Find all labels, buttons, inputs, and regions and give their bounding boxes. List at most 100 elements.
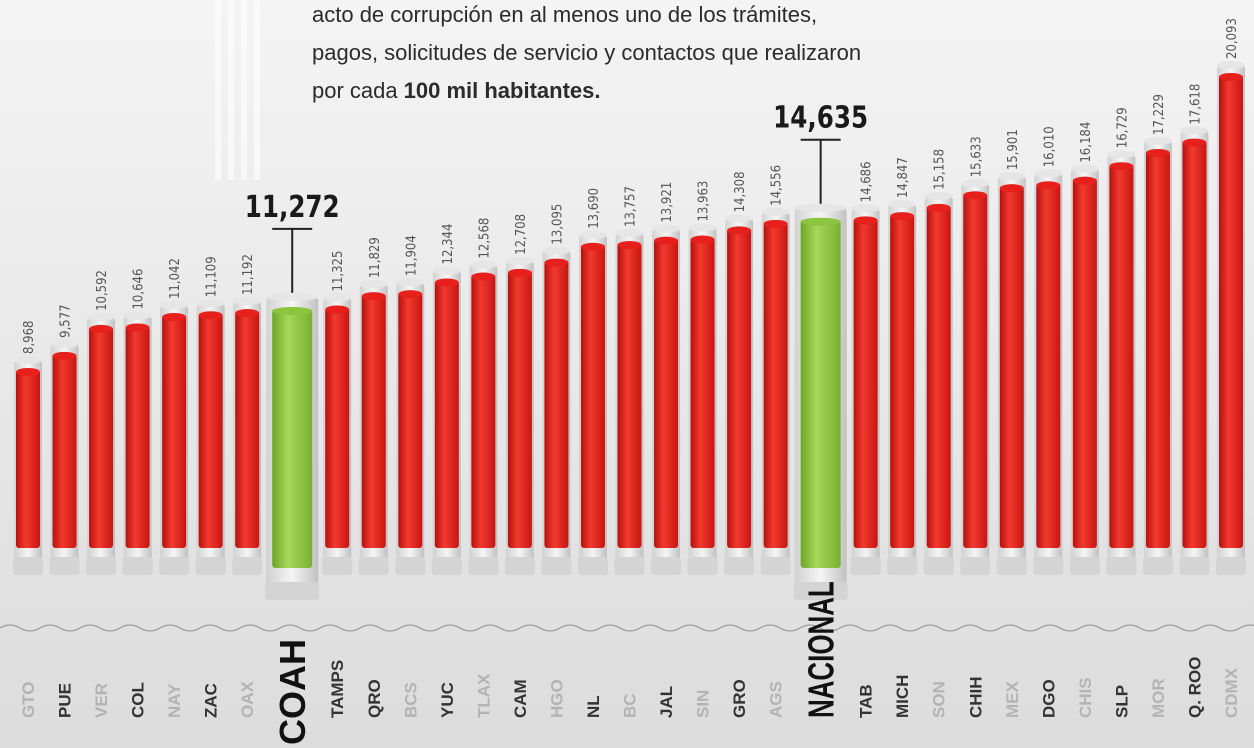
bar [853, 218, 878, 548]
subtitle-line: por cada 100 mil habitantes. [312, 78, 600, 103]
tube-base [724, 557, 755, 575]
bar-top [1145, 148, 1170, 157]
category-label: VER [92, 683, 111, 718]
value-label: 10,592 [95, 270, 110, 311]
category-label: ZAC [202, 683, 221, 718]
bar [1072, 178, 1097, 548]
value-label: 15,633 [969, 136, 984, 177]
tube-cap [652, 224, 681, 233]
tube-base [13, 557, 43, 575]
tube-base [760, 557, 791, 575]
tube-cap [505, 256, 534, 265]
bar-top [162, 313, 187, 322]
bar-top [727, 226, 752, 235]
category-label: BCS [401, 682, 420, 718]
wavy-divider [0, 624, 1254, 632]
tube-base [395, 557, 426, 575]
category-label: CAM [511, 679, 530, 718]
value-label: 11,325 [331, 251, 346, 292]
category-label: NL [584, 695, 603, 718]
tube-base [1142, 557, 1173, 575]
bar [198, 313, 223, 548]
category-label: HGO [547, 679, 566, 718]
category-label: Q. ROO [1185, 657, 1204, 718]
category-label: GRO [730, 679, 749, 718]
tube-cap [1034, 169, 1063, 178]
bar [580, 244, 605, 548]
subtitle-line: pagos, solicitudes de servicio y contact… [312, 40, 861, 65]
bar-top [654, 236, 679, 245]
bar [963, 193, 988, 548]
tube-cap [469, 260, 498, 269]
category-label: CHIH [966, 676, 985, 718]
category-label: TAB [857, 684, 876, 718]
value-label: 11,272 [245, 191, 340, 225]
tube-cap [323, 293, 352, 302]
tube-cap [1143, 136, 1172, 145]
tube-base [49, 557, 80, 575]
bar-top [325, 305, 350, 314]
bar [434, 280, 459, 548]
subtitle-text: por cada [312, 78, 398, 103]
tube-cap [761, 207, 790, 216]
tube-cap [50, 339, 79, 348]
bar-top [1036, 181, 1061, 190]
category-label: MEX [1003, 681, 1022, 719]
bar-top [963, 191, 988, 200]
category-label: SON [930, 681, 949, 718]
category-label: JAL [657, 686, 676, 718]
tube-cap [997, 172, 1026, 181]
category-label: MOR [1149, 678, 1168, 718]
bar [617, 243, 642, 548]
bar [727, 228, 752, 548]
tube-cap [1107, 150, 1136, 159]
category-label: PUE [56, 683, 75, 718]
bar [890, 214, 915, 548]
bar-top [617, 241, 642, 250]
tube-base [195, 557, 226, 575]
tube-base [1069, 557, 1100, 575]
bar-top [471, 272, 496, 281]
bar-top [361, 292, 386, 301]
bar [1145, 150, 1170, 548]
bar [1182, 140, 1207, 548]
value-label: 15,158 [933, 149, 948, 190]
bar-top [1182, 138, 1207, 147]
bar-top [272, 306, 313, 315]
bar [125, 325, 150, 548]
bar [999, 186, 1024, 549]
tube-cap [396, 278, 425, 287]
bar-top [16, 368, 40, 376]
tube-base [1033, 557, 1064, 575]
bar-top [507, 268, 532, 277]
tube-cap [266, 292, 319, 301]
bar-top [926, 203, 951, 212]
bar [1219, 75, 1243, 548]
value-label: 15,901 [1006, 129, 1021, 170]
tube-cap [87, 312, 116, 321]
tube-base [358, 557, 389, 575]
bar-top [434, 278, 459, 287]
value-label: 13,921 [660, 182, 675, 223]
bar [398, 292, 423, 548]
tube-base [923, 557, 954, 575]
category-label: SIN [694, 690, 713, 718]
bar-top [890, 212, 915, 221]
tube-cap [123, 311, 152, 320]
value-label: 12,708 [514, 214, 529, 255]
tube-cap [233, 297, 262, 306]
tube-cap [432, 266, 461, 275]
tube-cap [1217, 61, 1245, 69]
bar [325, 307, 350, 548]
tube-base [122, 557, 153, 575]
value-label: 11,042 [168, 258, 183, 299]
bar-top [1109, 162, 1134, 171]
tube-base [541, 557, 572, 575]
tube-cap [888, 200, 917, 209]
bar-top [1219, 73, 1243, 81]
value-label: 14,635 [773, 101, 868, 135]
tube-base [322, 557, 353, 575]
category-label: NACIONAL [802, 581, 842, 718]
bar-top [690, 235, 715, 244]
